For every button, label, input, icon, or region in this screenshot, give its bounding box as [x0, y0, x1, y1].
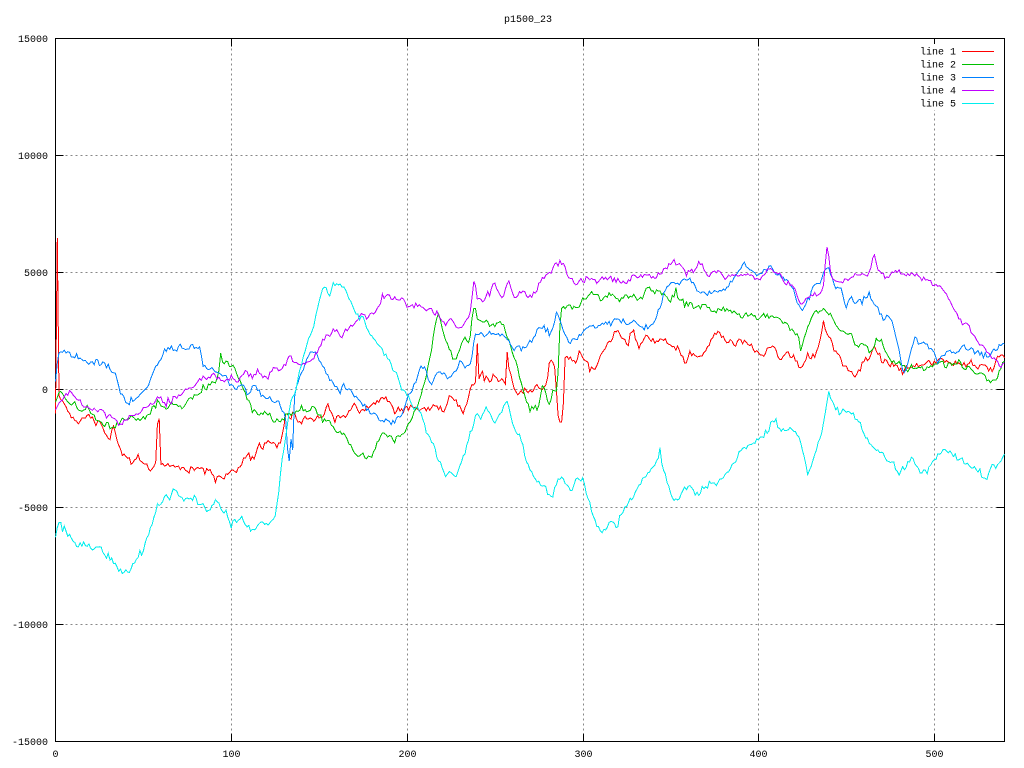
svg-text:10000: 10000	[18, 152, 48, 163]
svg-text:0: 0	[42, 386, 48, 397]
svg-text:500: 500	[925, 750, 943, 761]
svg-text:200: 200	[398, 750, 416, 761]
svg-text:-5000: -5000	[18, 504, 48, 515]
svg-text:0: 0	[52, 750, 58, 761]
svg-text:-15000: -15000	[12, 738, 48, 749]
svg-text:line 3: line 3	[920, 73, 956, 85]
svg-text:line 1: line 1	[920, 47, 956, 59]
svg-text:line 2: line 2	[920, 60, 956, 72]
svg-text:p1500_23: p1500_23	[504, 15, 552, 26]
svg-text:400: 400	[749, 750, 767, 761]
svg-text:100: 100	[222, 750, 240, 761]
svg-text:300: 300	[574, 750, 592, 761]
svg-text:-10000: -10000	[12, 621, 48, 632]
svg-text:line 5: line 5	[920, 99, 956, 111]
svg-text:5000: 5000	[24, 269, 48, 280]
svg-text:line 4: line 4	[920, 86, 956, 98]
svg-text:15000: 15000	[18, 35, 48, 46]
